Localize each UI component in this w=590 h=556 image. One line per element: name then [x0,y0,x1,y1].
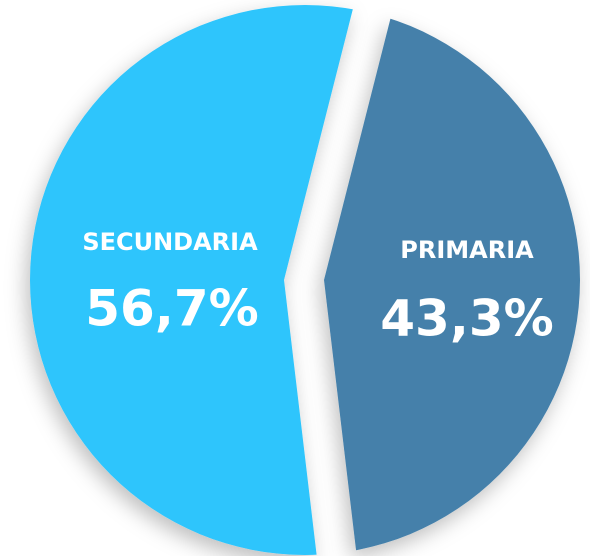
labels: SECUNDARIA 56,7% PRIMARIA 43,3% [82,228,553,348]
slice-name: SECUNDARIA [82,228,258,256]
slice-group [323,5,580,555]
slice-name: PRIMARIA [400,236,534,264]
slice-value: 56,7% [85,280,258,338]
slice-value: 43,3% [380,290,553,348]
slice [323,5,580,555]
